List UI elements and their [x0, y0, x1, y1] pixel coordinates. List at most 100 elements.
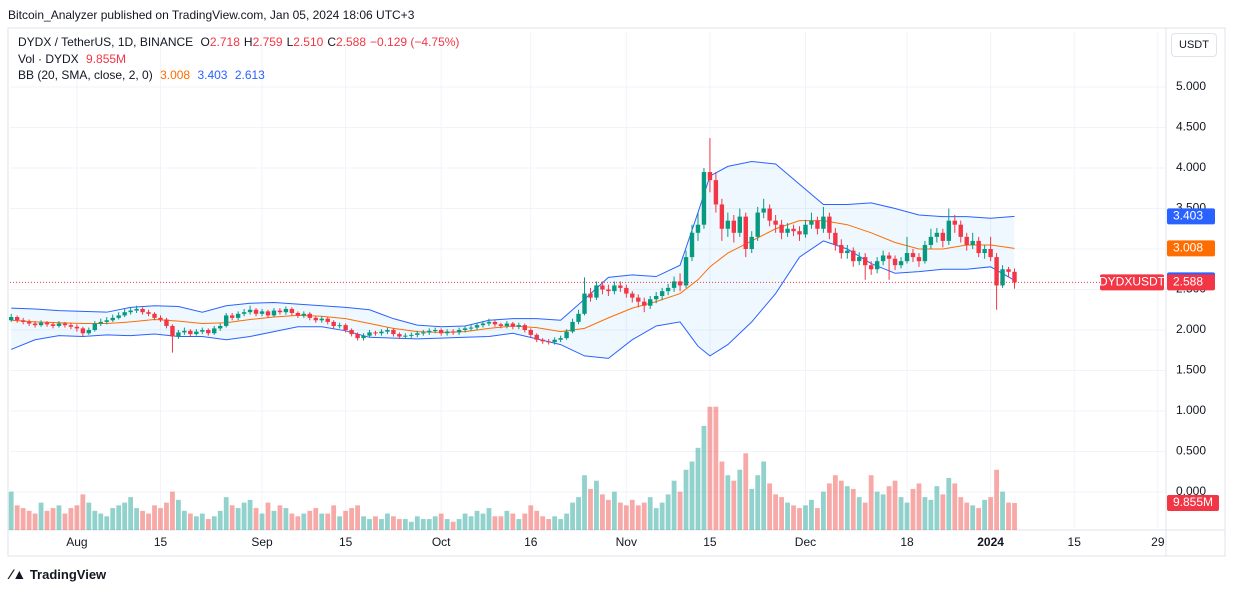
candle-body: [707, 172, 713, 181]
chart-frame: [7, 27, 1226, 557]
candle-body: [594, 285, 599, 298]
volume-bar: [826, 483, 832, 530]
candle-body: [486, 321, 492, 324]
candle-body: [510, 323, 516, 327]
candle-body: [695, 224, 701, 233]
candle-body: [241, 312, 247, 314]
candle-body: [570, 321, 575, 332]
volume-name: Vol · DYDX: [18, 52, 79, 66]
candle-body: [265, 311, 271, 316]
candle-body: [504, 323, 510, 326]
volume-bar: [146, 513, 151, 530]
volume-bar: [755, 475, 761, 530]
volume-bar: [731, 480, 737, 530]
candle-body: [701, 172, 707, 225]
volume-bar: [337, 516, 343, 530]
volume-bar: [420, 519, 426, 530]
candle-body: [373, 332, 378, 334]
volume-bar: [295, 516, 301, 530]
y-tick-label: 2.000: [1176, 322, 1206, 336]
candle-body: [910, 253, 916, 258]
volume-bar: [737, 469, 743, 530]
volume-bar: [391, 516, 396, 530]
volume-bar: [856, 497, 862, 530]
volume-bar: [456, 519, 462, 530]
candle-body: [229, 315, 235, 318]
volume-bar: [904, 502, 910, 530]
volume-bar: [785, 502, 790, 530]
candle-body: [552, 339, 557, 343]
candle-body: [725, 220, 731, 229]
candle-body: [8, 317, 14, 321]
candle-body: [176, 332, 181, 337]
x-tick-label: 15: [1068, 535, 1082, 549]
volume-bar: [671, 480, 677, 530]
candle-body: [683, 257, 689, 286]
volume-bar: [695, 447, 701, 530]
candle-body: [92, 323, 98, 331]
candle-body: [456, 330, 462, 333]
volume-bar: [468, 516, 474, 530]
candle-body: [26, 321, 32, 324]
volume-bar: [164, 502, 169, 530]
volume-bar: [116, 505, 122, 530]
volume-bar: [803, 505, 808, 530]
volume-bar: [50, 508, 56, 530]
volume-bar: [809, 499, 814, 530]
candle-body: [337, 325, 342, 327]
volume-bar: [558, 519, 564, 530]
volume-bar: [844, 486, 850, 530]
volume-bar: [773, 494, 779, 530]
x-tick-label: 15: [154, 535, 168, 549]
candle-body: [671, 281, 677, 288]
volume-bar: [540, 516, 546, 530]
volume-bar: [474, 510, 480, 530]
candle-body: [958, 224, 963, 237]
candle-body: [558, 338, 563, 340]
volume-bar: [325, 513, 331, 530]
candle-body: [767, 208, 772, 221]
candle-body: [522, 325, 527, 331]
candle-body: [235, 313, 241, 318]
x-tick-label: 29: [1151, 535, 1165, 549]
candle-body: [170, 325, 175, 337]
candle-body: [50, 324, 56, 326]
symbol-tag-bg: [1100, 274, 1164, 291]
volume-bar: [408, 521, 414, 530]
volume-bar: [343, 510, 349, 530]
bb-mid-tag-bg: [1167, 240, 1215, 257]
candle-body: [904, 253, 910, 262]
volume-bar: [1012, 503, 1017, 530]
volume-bar: [289, 513, 295, 530]
candle-body: [200, 330, 205, 332]
volume-bar: [611, 491, 617, 530]
volume-bar: [874, 491, 880, 530]
volume-bar: [522, 513, 528, 530]
candle-body: [194, 331, 199, 335]
volume-bar: [38, 502, 44, 530]
candle-body: [689, 232, 695, 258]
volume-bar: [588, 488, 593, 530]
candle-body: [946, 220, 952, 241]
candle-body: [982, 249, 987, 254]
volume-bar: [265, 502, 271, 530]
volume-bar: [594, 480, 599, 530]
volume-bar: [247, 499, 253, 530]
candle-body: [498, 324, 504, 326]
currency-button[interactable]: USDT: [1171, 33, 1217, 57]
volume-bar: [259, 513, 265, 530]
candle-body: [988, 249, 993, 258]
candle-body: [134, 308, 139, 311]
volume-bar: [976, 508, 982, 530]
candle-body: [379, 331, 384, 334]
candle-body: [301, 313, 307, 316]
candle-body: [14, 317, 20, 321]
volume-bar: [880, 494, 886, 530]
volume-bar: [892, 480, 898, 530]
volume-bar: [32, 513, 38, 530]
candle-body: [803, 224, 808, 235]
candle-body: [140, 308, 145, 313]
candle-body: [158, 317, 163, 320]
candle-body: [433, 330, 438, 332]
